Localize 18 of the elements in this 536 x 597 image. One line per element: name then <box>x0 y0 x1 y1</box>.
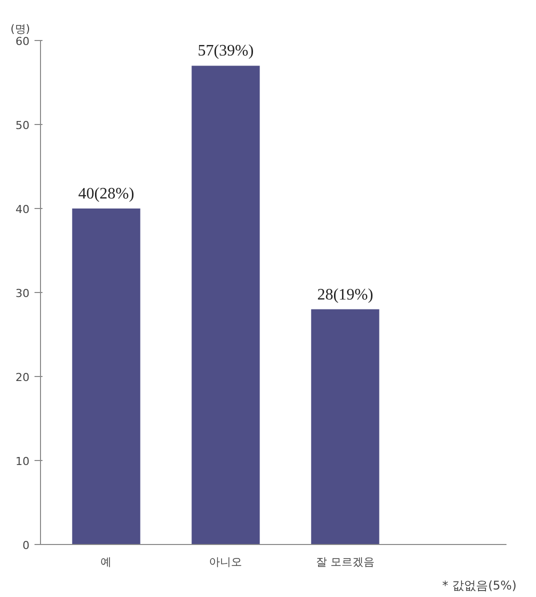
y-tick-label: 40 <box>16 203 30 216</box>
data-label: 57(39%) <box>198 42 254 60</box>
y-tick-label: 10 <box>16 455 30 468</box>
x-tick-label: 아니오 <box>209 556 242 568</box>
y-tick-label: 50 <box>16 119 30 132</box>
y-tick-label: 20 <box>16 371 30 384</box>
y-axis-title: (명) <box>10 22 30 36</box>
x-tick-label: 잘 모르겠음 <box>316 556 374 568</box>
y-tick-label: 60 <box>16 35 30 48</box>
y-tick-label: 0 <box>22 539 30 552</box>
data-label: 40(28%) <box>78 186 134 202</box>
bar <box>192 66 260 544</box>
data-label: 28(19%) <box>317 286 374 304</box>
y-tick-label: 30 <box>16 287 30 300</box>
bar <box>72 208 140 544</box>
x-tick-label: 예 <box>100 556 112 568</box>
bar <box>311 309 380 544</box>
text: * 값없음(5%) <box>442 578 517 592</box>
